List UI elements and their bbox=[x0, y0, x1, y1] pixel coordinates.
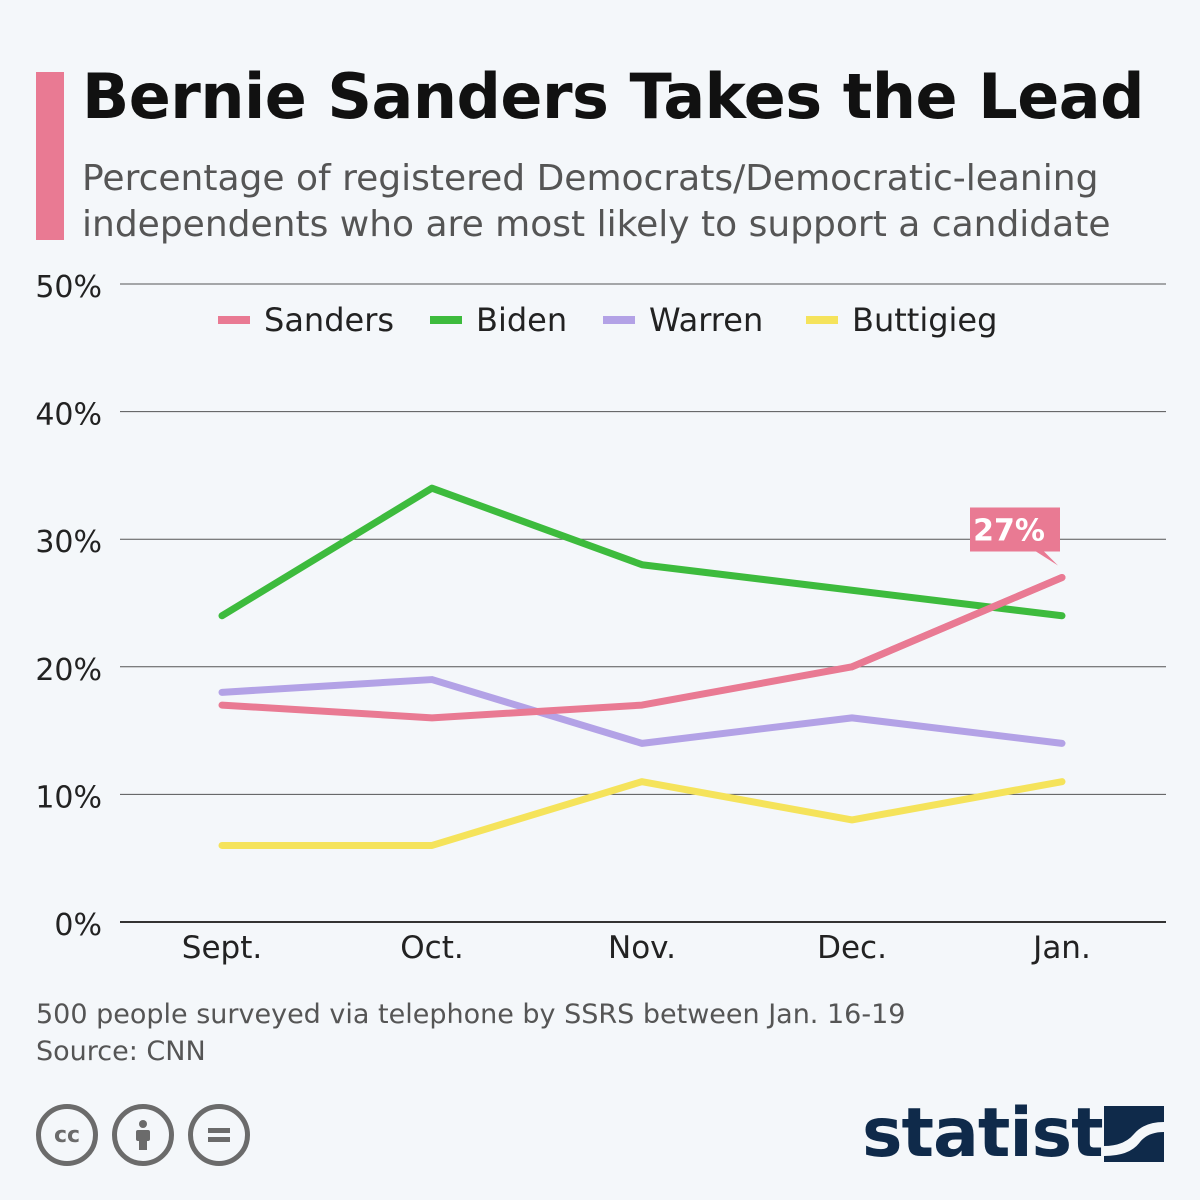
cc-icon[interactable]: cc bbox=[36, 1104, 98, 1166]
series-line-sanders-overlay bbox=[848, 573, 1066, 671]
y-tick-label: 50% bbox=[35, 270, 102, 305]
statista-logo-icon bbox=[1104, 1106, 1164, 1162]
legend-label-warren: Warren bbox=[649, 301, 763, 339]
statista-logo-text[interactable]: statista bbox=[862, 1094, 1149, 1173]
x-tick-label: Jan. bbox=[1031, 930, 1091, 966]
chart-title: Bernie Sanders Takes the Lead bbox=[82, 60, 1144, 133]
annotation-callout bbox=[970, 507, 1060, 566]
y-tick-label: 40% bbox=[35, 398, 102, 433]
legend-label-sanders: Sanders bbox=[264, 301, 394, 339]
series-line-buttigieg bbox=[218, 778, 1066, 849]
y-tick-label: 20% bbox=[35, 653, 102, 688]
legend-label-biden: Biden bbox=[476, 301, 567, 339]
chart-subtitle: Percentage of registered Democrats/Democ… bbox=[82, 156, 1162, 248]
annotation-label: 27% bbox=[973, 513, 1045, 548]
x-tick-label: Nov. bbox=[608, 930, 676, 966]
attribution-icon[interactable] bbox=[112, 1104, 174, 1166]
line-chart: 0% 10% 20% 30% 40% 50% Sept. Oct. Nov. Dec. Jan. Sa… bbox=[35, 270, 1166, 966]
subtitle-line-2: independents who are most likely to supp… bbox=[82, 204, 1111, 245]
no-derivatives-icon[interactable] bbox=[188, 1104, 250, 1166]
footnote: 500 people surveyed via telephone by SSR… bbox=[36, 996, 905, 1070]
title-accent-bar bbox=[36, 72, 64, 240]
x-tick-label: Dec. bbox=[817, 930, 887, 966]
survey-note: 500 people surveyed via telephone by SSR… bbox=[36, 999, 906, 1030]
y-tick-label: 10% bbox=[35, 780, 102, 815]
y-tick-label: 30% bbox=[35, 525, 102, 560]
x-tick-label: Oct. bbox=[400, 930, 463, 966]
series-line-warren bbox=[218, 676, 1066, 747]
subtitle-line-1: Percentage of registered Democrats/Democ… bbox=[82, 158, 1099, 199]
series-line-biden bbox=[218, 484, 1066, 620]
license-icons: cc bbox=[36, 1104, 250, 1166]
x-tick-label: Sept. bbox=[182, 930, 262, 966]
y-tick-label: 0% bbox=[54, 908, 102, 943]
source-note: Source: CNN bbox=[36, 1036, 206, 1067]
legend-label-buttigieg: Buttigieg bbox=[852, 301, 997, 339]
